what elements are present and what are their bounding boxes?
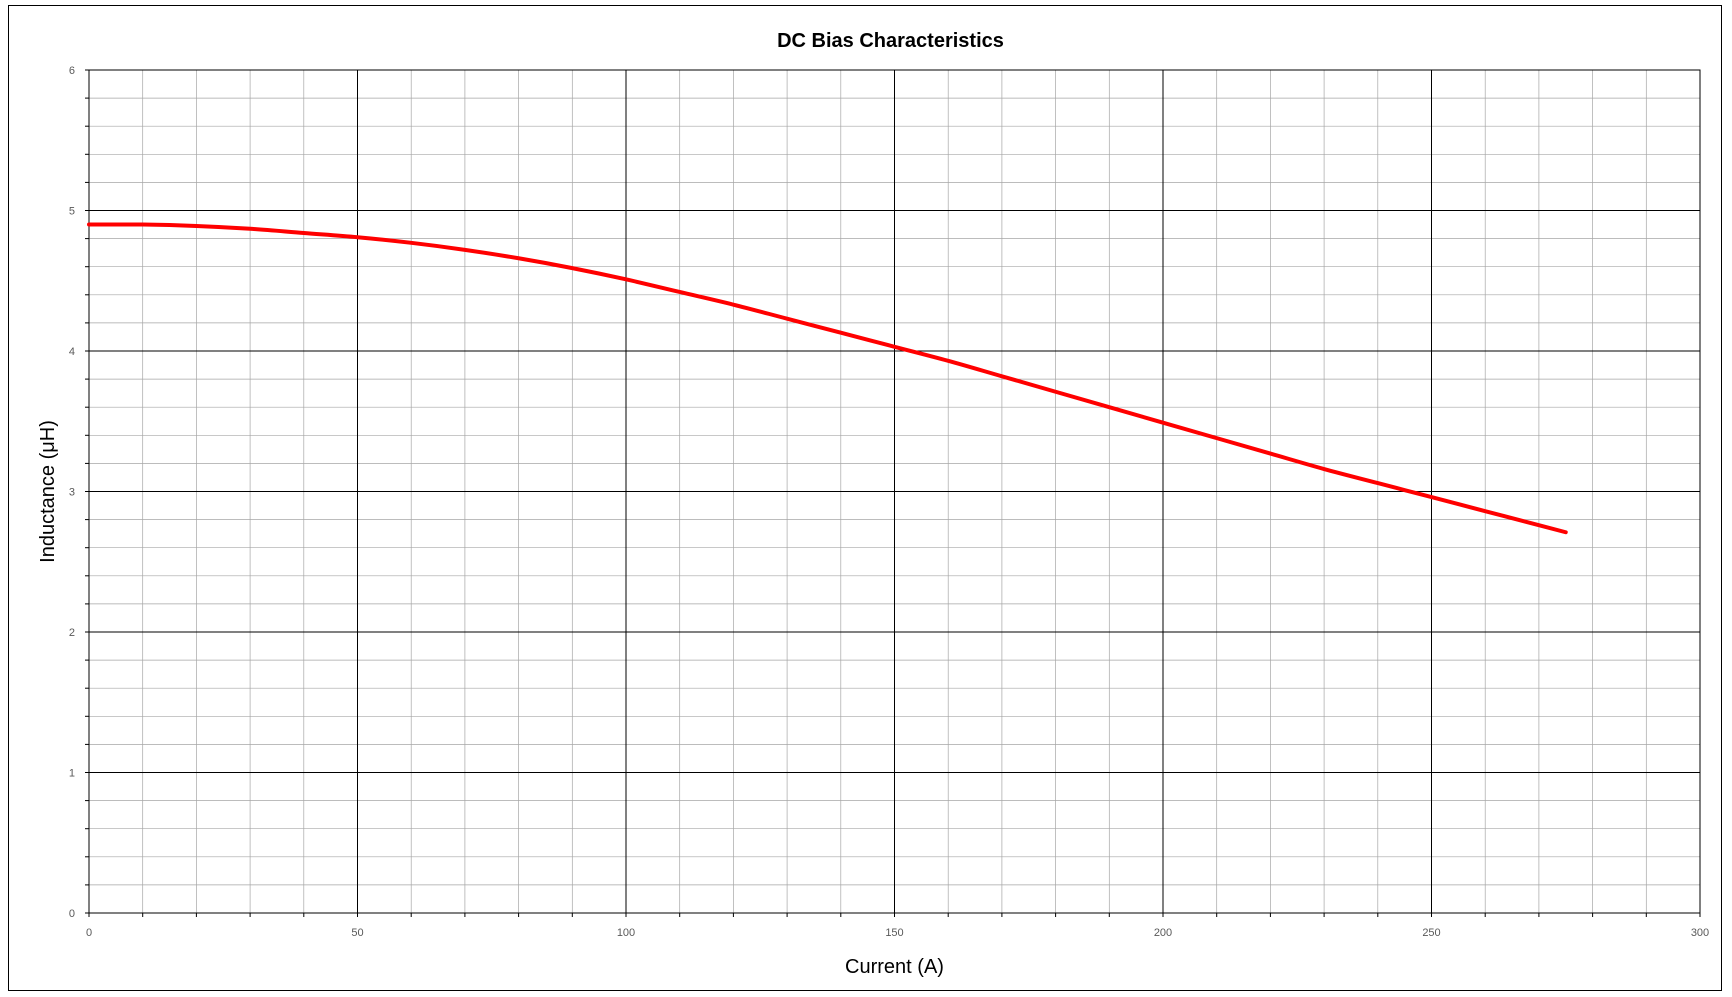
y-tick-label: 1 [69,768,75,780]
x-tick-label: 200 [1154,927,1172,939]
y-tick-label: 2 [69,627,75,639]
y-tick-label: 4 [69,346,75,358]
x-tick-label: 250 [1422,927,1440,939]
inductance-series-line [87,222,1568,535]
series-layer [87,222,1568,535]
tick-marks [85,69,1701,917]
x-tick-label: 300 [1691,927,1709,939]
major-grid [88,69,1701,914]
x-tick-labels: 0 50 100 150 200 250 300 [86,927,1709,939]
x-tick-label: 0 [86,927,92,939]
y-tick-labels: 0 1 2 3 4 5 6 [69,65,75,920]
y-tick-label: 0 [69,908,75,920]
y-axis-title: Inductance (μH) [37,420,59,563]
x-tick-label: 100 [617,927,635,939]
x-tick-label: 150 [885,927,903,939]
y-tick-label: 5 [69,206,75,218]
x-tick-label: 50 [351,927,363,939]
y-tick-label: 3 [69,487,75,499]
x-axis-title: Current (A) [845,956,944,978]
y-tick-label: 6 [69,65,75,77]
chart-title: DC Bias Characteristics [777,30,1004,52]
